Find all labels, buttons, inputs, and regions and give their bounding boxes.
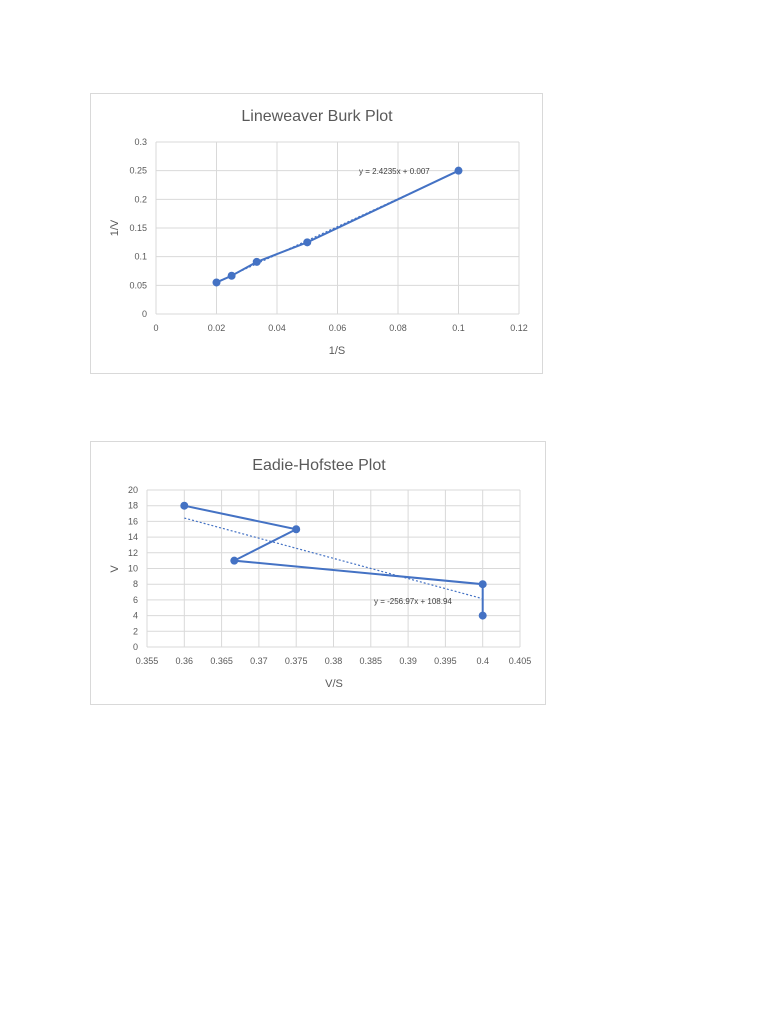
x-tick-label: 0.1 [452, 323, 465, 333]
x-tick-label: 0.12 [510, 323, 528, 333]
trendline [184, 517, 483, 600]
x-tick-label: 0.385 [360, 656, 383, 666]
data-point [230, 556, 239, 565]
x-tick-label: 0.405 [509, 656, 532, 666]
x-tick-label: 0.08 [389, 323, 407, 333]
chart-title: Lineweaver Burk Plot [241, 108, 393, 125]
y-tick-label: 0.05 [129, 280, 147, 290]
y-tick-label: 0.2 [134, 194, 147, 204]
y-tick-label: 4 [133, 611, 138, 621]
x-tick-label: 0.38 [325, 656, 343, 666]
data-point [303, 238, 312, 247]
x-axis-label: 1/S [329, 345, 346, 357]
y-axis-label: 1/V [109, 219, 121, 236]
data-point [478, 611, 487, 620]
data-point [292, 525, 301, 534]
y-tick-label: 12 [128, 548, 138, 558]
x-axis-label: V/S [325, 678, 343, 690]
y-tick-label: 0.1 [134, 252, 147, 262]
y-tick-label: 20 [128, 485, 138, 495]
lineweaver-burk-chart: Lineweaver Burk Plot 0 0.05 0.1 0.15 0.2 0.25… [90, 93, 543, 374]
x-tick-label: 0.37 [250, 656, 268, 666]
x-tick-label: 0.39 [399, 656, 417, 666]
trendline-equation: y = 2.4235x + 0.007 [359, 167, 430, 176]
x-tick-label: 0.06 [329, 323, 347, 333]
x-tick-label: 0 [153, 323, 158, 333]
y-tick-label: 8 [133, 579, 138, 589]
data-point [180, 501, 189, 510]
data-point [252, 257, 261, 266]
y-tick-label: 16 [128, 516, 138, 526]
data-point [478, 580, 487, 589]
chart-title: Eadie-Hofstee Plot [252, 457, 386, 474]
data-point [454, 166, 463, 175]
y-axis-label: V [109, 565, 121, 573]
lineweaver-burk-svg: Lineweaver Burk Plot 0 0.05 0.1 0.15 0.2 0.25… [109, 108, 528, 357]
y-tick-label: 0.25 [129, 166, 147, 176]
eadie-hofstee-chart: Eadie-Hofstee Plot 0 2 4 6 8 10 12 14 16 18 20 0.3… [90, 441, 546, 705]
trendline-equation: y = -256.97x + 108.94 [374, 597, 452, 606]
y-tick-label: 2 [133, 626, 138, 636]
x-tick-label: 0.395 [434, 656, 457, 666]
y-tick-label: 6 [133, 595, 138, 605]
x-tick-label: 0.375 [285, 656, 308, 666]
x-tick-label: 0.36 [176, 656, 194, 666]
data-point [212, 278, 221, 287]
y-tick-label: 0 [133, 642, 138, 652]
y-tick-label: 10 [128, 564, 138, 574]
x-tick-label: 0.355 [136, 656, 159, 666]
y-tick-label: 0.15 [129, 223, 147, 233]
y-tick-label: 14 [128, 532, 138, 542]
y-tick-label: 18 [128, 501, 138, 511]
x-tick-label: 0.365 [210, 656, 233, 666]
eadie-hofstee-svg: Eadie-Hofstee Plot 0 2 4 6 8 10 12 14 16 18 20 0.3… [109, 457, 532, 690]
y-tick-label: 0 [142, 309, 147, 319]
x-tick-label: 0.04 [268, 323, 286, 333]
data-point [227, 271, 236, 280]
x-tick-label: 0.4 [476, 656, 489, 666]
x-tick-label: 0.02 [208, 323, 226, 333]
y-tick-label: 0.3 [134, 137, 147, 147]
